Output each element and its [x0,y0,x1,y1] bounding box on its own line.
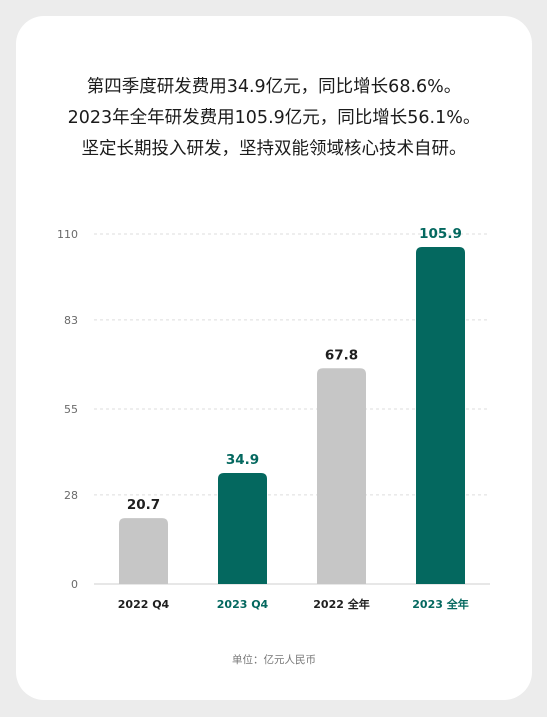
bar-value-label: 34.9 [226,452,259,468]
y-tick-label: 110 [57,228,78,241]
y-tick-label: 0 [71,578,78,591]
x-category-label: 2022 Q4 [118,598,170,611]
x-category-label: 2022 全年 [313,597,369,611]
unit-note: 单位：亿元人民币 [232,654,316,666]
bar [416,247,465,584]
headline-line-2: 2023年全年研发费用105.9亿元，同比增长56.1%。 [67,108,481,128]
bar [317,368,366,584]
rd-expense-bar-chart: 0 28 55 83 110 20.7 2022 Q4 34.9 2023 Q4 67.8 2022… [57,226,490,611]
y-tick-label: 55 [64,403,78,416]
headline-line-1: 第四季度研发费用34.9亿元，同比增长68.6%。 [86,77,462,97]
x-category-label: 2023 全年 [412,597,468,611]
report-card: 第四季度研发费用34.9亿元，同比增长68.6%。 2023年全年研发费用105… [16,16,532,700]
headline-line-3: 坚定长期投入研发，坚持双能领域核心技术自研。 [81,139,467,159]
x-category-label: 2023 Q4 [217,598,269,611]
y-tick-label: 83 [64,314,78,327]
bar-value-label: 67.8 [325,347,358,363]
headline: 第四季度研发费用34.9亿元，同比增长68.6%。 2023年全年研发费用105… [16,72,532,165]
bar [218,472,267,584]
y-tick-label: 28 [64,489,78,502]
bar [119,518,168,584]
bar-value-label: 20.7 [127,497,160,513]
bar-value-label: 105.9 [419,226,462,242]
